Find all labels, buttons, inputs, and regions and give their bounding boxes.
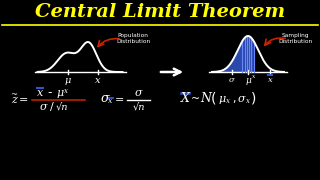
Text: μ: μ xyxy=(218,94,226,104)
Text: x: x xyxy=(64,87,68,95)
Text: σ: σ xyxy=(40,102,48,112)
Text: √n: √n xyxy=(56,102,68,111)
Text: x: x xyxy=(37,88,43,98)
Text: x: x xyxy=(268,76,272,84)
Text: μ: μ xyxy=(246,76,252,85)
Text: x: x xyxy=(95,76,101,85)
Text: ~: ~ xyxy=(11,91,18,99)
Text: σ: σ xyxy=(229,76,235,84)
Text: Population
Distribution: Population Distribution xyxy=(116,33,150,44)
Text: σ: σ xyxy=(135,88,142,98)
Text: ,: , xyxy=(232,94,236,104)
Text: Central Limit Theorem: Central Limit Theorem xyxy=(35,3,285,21)
Text: μ: μ xyxy=(56,88,64,98)
Text: X: X xyxy=(180,93,189,105)
Text: (: ( xyxy=(211,92,217,106)
Text: =: = xyxy=(114,95,124,105)
Text: x: x xyxy=(246,97,250,105)
Text: x: x xyxy=(252,74,255,79)
Text: =: = xyxy=(19,95,29,105)
Text: σ: σ xyxy=(238,94,246,104)
Text: Sampling
Distribution: Sampling Distribution xyxy=(278,33,312,44)
Text: μ: μ xyxy=(65,76,71,85)
Text: ): ) xyxy=(251,92,257,106)
Polygon shape xyxy=(212,36,253,72)
Text: σ: σ xyxy=(101,93,109,105)
Text: N: N xyxy=(201,93,212,105)
Text: -: - xyxy=(48,87,52,100)
Text: x: x xyxy=(108,97,112,105)
Text: /: / xyxy=(50,102,54,112)
Text: ~: ~ xyxy=(190,94,200,104)
Text: z: z xyxy=(11,95,17,105)
Text: x: x xyxy=(226,97,230,105)
Text: √n: √n xyxy=(132,102,145,111)
